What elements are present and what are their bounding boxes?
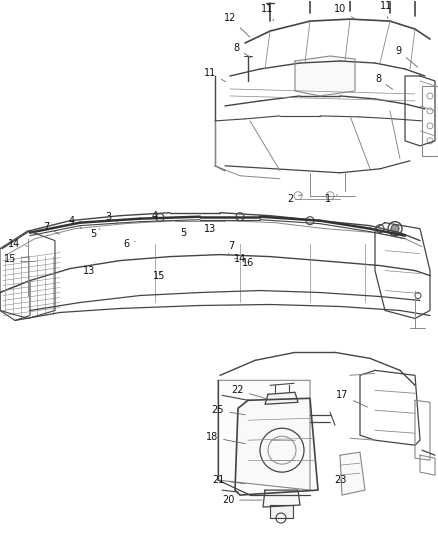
- Text: 13: 13: [204, 224, 216, 233]
- Text: 15: 15: [4, 254, 29, 264]
- Polygon shape: [270, 505, 293, 518]
- Text: 5: 5: [90, 229, 100, 239]
- Text: 2: 2: [287, 193, 302, 204]
- Circle shape: [391, 225, 399, 232]
- Text: 4: 4: [69, 216, 82, 229]
- Text: 22: 22: [232, 385, 269, 400]
- Text: 9: 9: [395, 46, 418, 67]
- Text: 6: 6: [123, 239, 135, 248]
- Text: 17: 17: [336, 390, 367, 407]
- Text: 8: 8: [375, 74, 393, 90]
- Text: 16: 16: [242, 257, 254, 268]
- Text: 15: 15: [153, 271, 165, 280]
- Polygon shape: [235, 398, 318, 495]
- Text: 11: 11: [204, 68, 226, 82]
- Polygon shape: [295, 56, 355, 96]
- Polygon shape: [263, 490, 300, 507]
- Text: 23: 23: [334, 475, 346, 485]
- Text: 13: 13: [83, 263, 95, 276]
- Polygon shape: [340, 452, 365, 495]
- Text: 4: 4: [152, 211, 162, 221]
- Text: 14: 14: [8, 239, 27, 248]
- Text: 5: 5: [180, 228, 186, 238]
- Text: 10: 10: [334, 4, 356, 20]
- Text: 11: 11: [261, 4, 274, 21]
- Text: 11: 11: [380, 1, 392, 19]
- Text: 8: 8: [233, 43, 251, 58]
- Text: 7: 7: [228, 240, 234, 256]
- Text: 14: 14: [234, 254, 246, 264]
- Text: 25: 25: [212, 405, 245, 415]
- Polygon shape: [265, 392, 298, 404]
- Text: 12: 12: [224, 13, 250, 37]
- Polygon shape: [218, 381, 310, 490]
- Text: 7: 7: [43, 222, 60, 235]
- Text: 3: 3: [105, 212, 118, 223]
- Text: 18: 18: [206, 432, 245, 443]
- Text: 20: 20: [222, 495, 262, 505]
- Text: 21: 21: [212, 475, 245, 485]
- Text: 1: 1: [325, 193, 337, 204]
